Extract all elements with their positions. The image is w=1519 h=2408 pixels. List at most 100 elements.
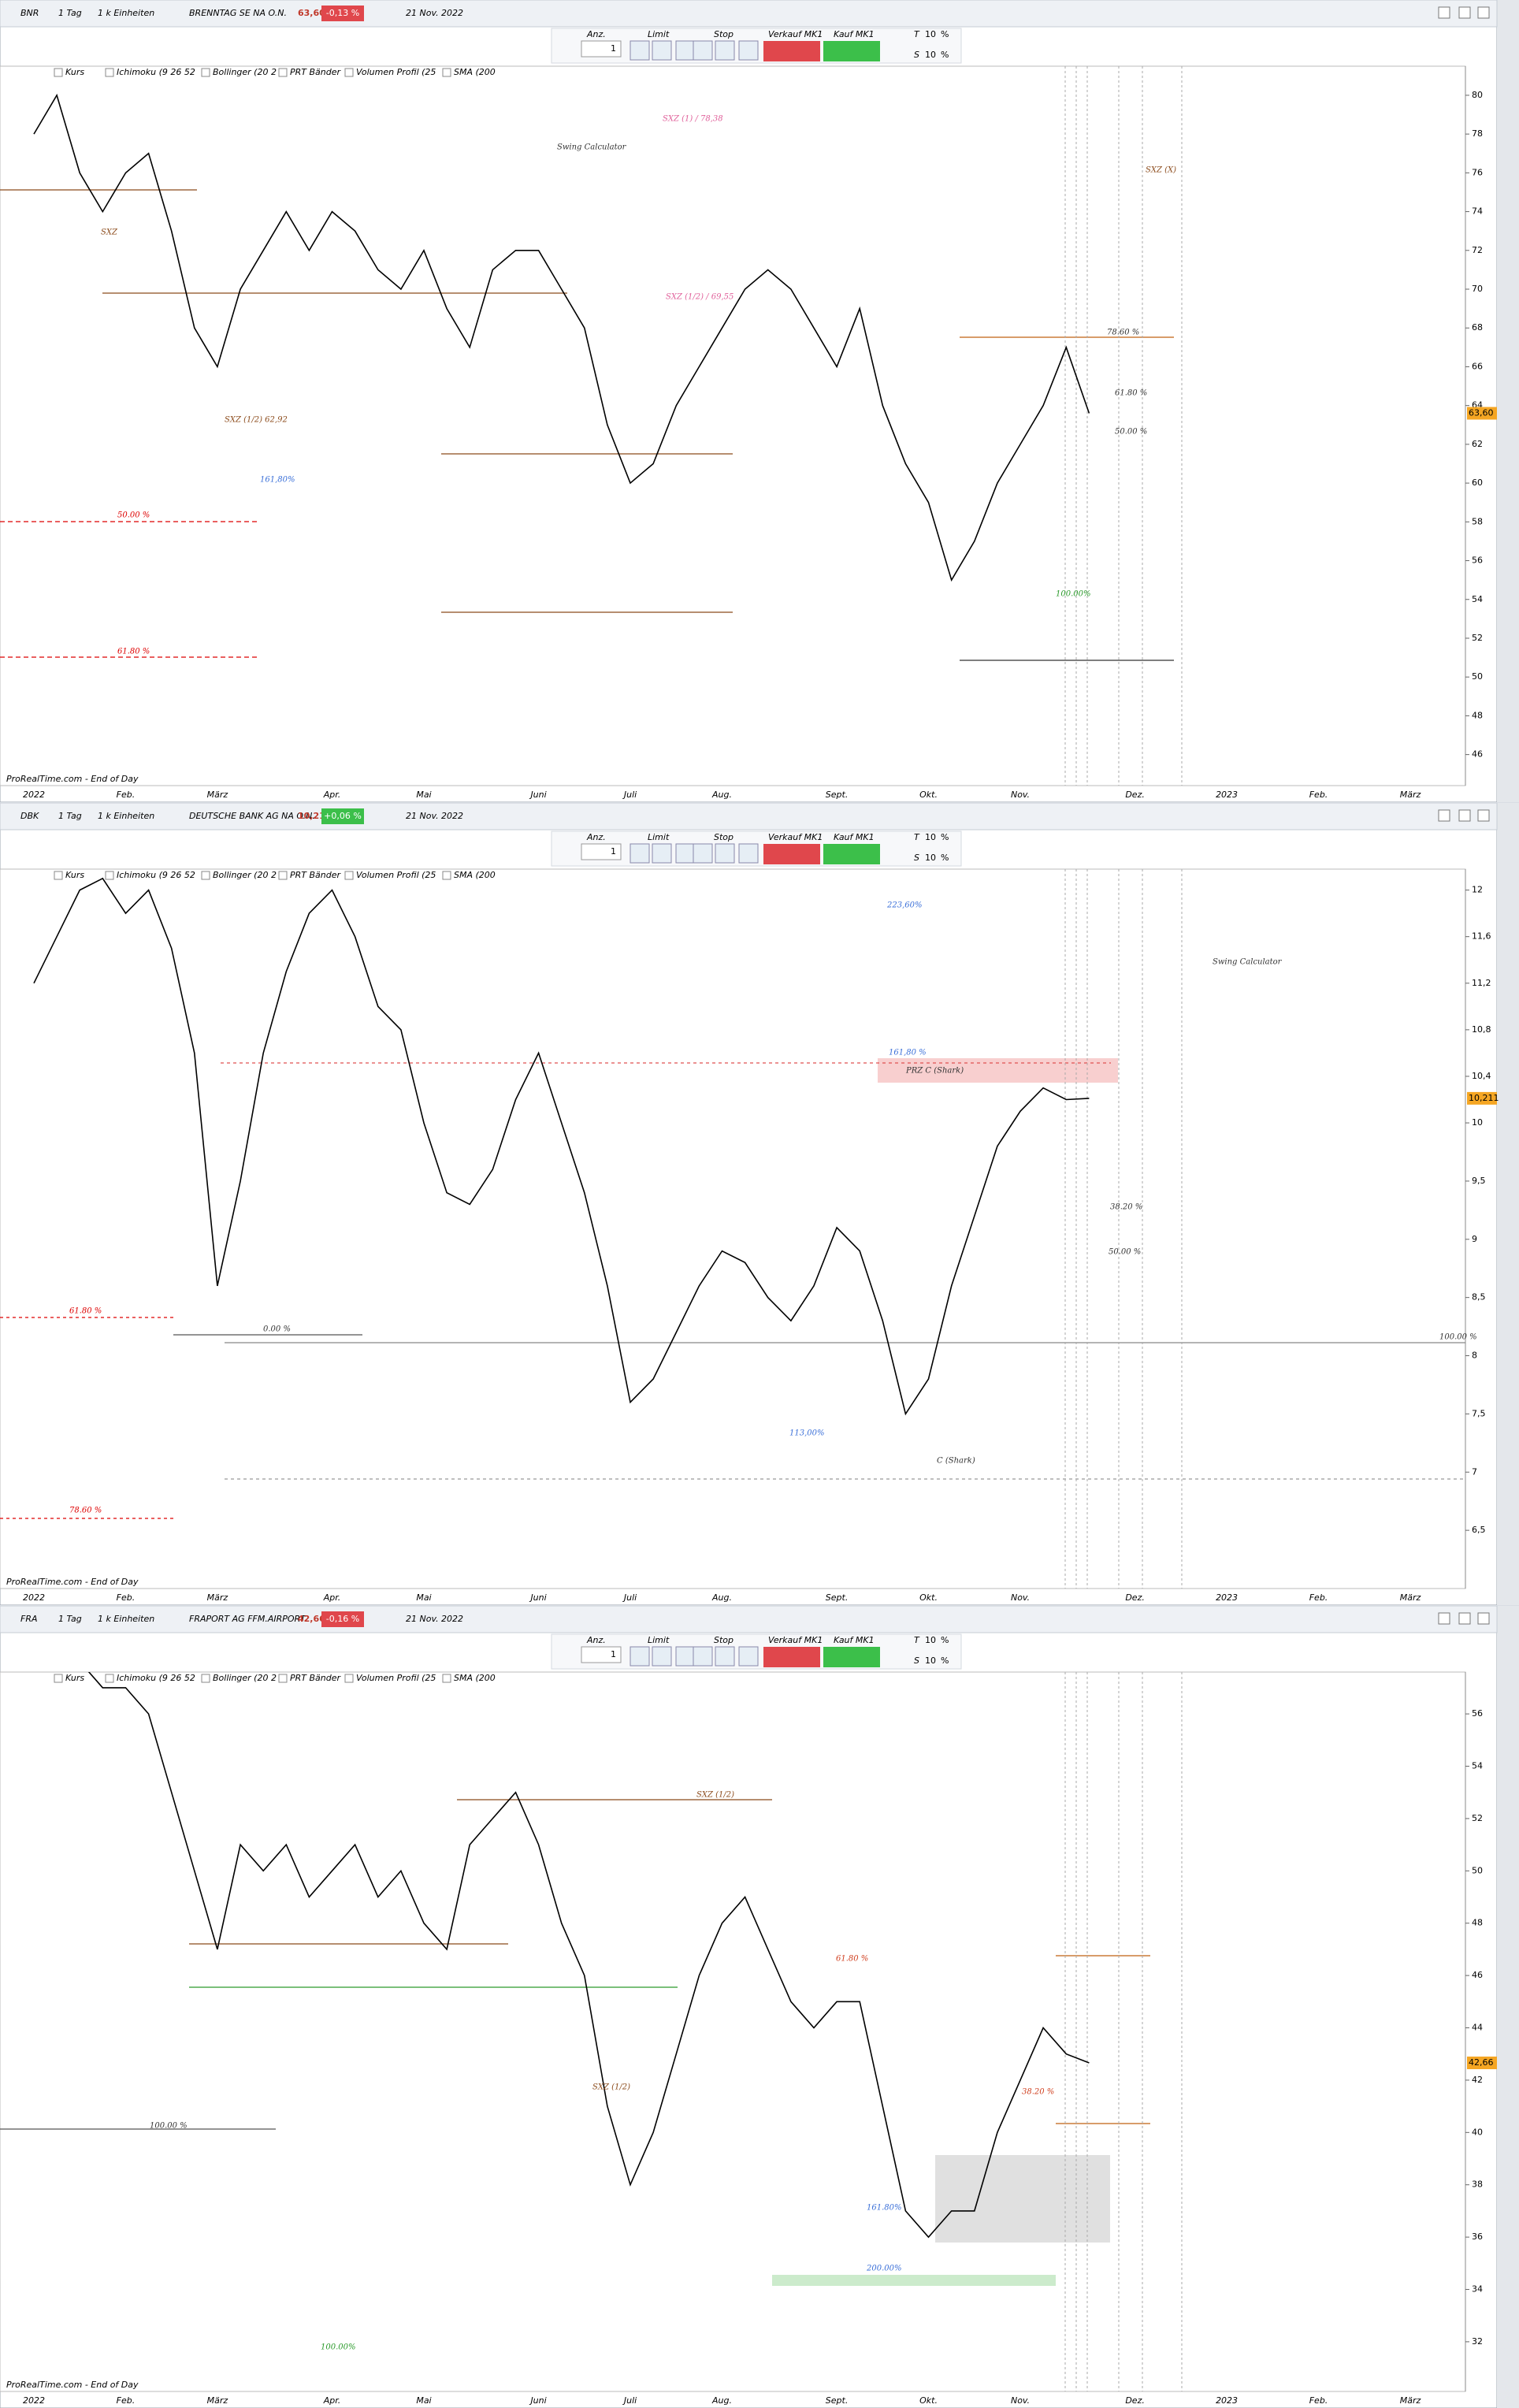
y-tick-label: 46 <box>1472 749 1483 760</box>
window-button[interactable] <box>1477 6 1490 19</box>
order-button[interactable] <box>630 843 650 864</box>
qty-input[interactable] <box>581 1646 622 1663</box>
window-button[interactable] <box>1438 6 1450 19</box>
units-selector[interactable]: 1 k Einheiten <box>98 8 154 18</box>
order-button[interactable] <box>738 843 759 864</box>
buy-button[interactable] <box>823 1647 880 1667</box>
x-tick-label: 2022 <box>23 1592 45 1603</box>
order-button[interactable] <box>652 40 672 61</box>
x-tick-label: Mai <box>416 1592 431 1603</box>
indicator-checkbox[interactable] <box>105 1674 114 1683</box>
order-button[interactable] <box>715 40 735 61</box>
indicator-label: SMA (200 <box>454 67 496 77</box>
indicator-checkbox[interactable] <box>105 68 114 77</box>
window-button[interactable] <box>1477 1612 1490 1625</box>
window-button[interactable] <box>1458 809 1471 822</box>
x-tick-label: Dez. <box>1125 2395 1145 2406</box>
indicator-checkbox[interactable] <box>344 871 354 880</box>
indicator-checkbox[interactable] <box>278 871 288 880</box>
sell-button[interactable] <box>763 41 820 61</box>
indicator-checkbox[interactable] <box>201 68 210 77</box>
annotation: 0.00 % <box>263 1325 291 1334</box>
window-button[interactable] <box>1438 809 1450 822</box>
period-selector[interactable]: 1 Tag <box>58 811 82 821</box>
plot-area <box>0 868 1466 1589</box>
pct-label: % <box>941 50 949 60</box>
y-tick-label: 7,5 <box>1472 1408 1486 1418</box>
annotation: 61.80 % <box>117 648 150 656</box>
x-tick-label: März <box>1400 2395 1421 2406</box>
indicator-checkbox[interactable] <box>278 1674 288 1683</box>
annotation: 161,80 % <box>889 1049 927 1057</box>
order-button[interactable] <box>675 40 696 61</box>
chart-panel: BNR 1 Tag 1 k Einheiten BRENNTAG SE NA O.N.… <box>0 0 1519 802</box>
order-button[interactable] <box>693 1646 713 1667</box>
x-tick-label: Aug. <box>711 790 732 800</box>
order-button[interactable] <box>630 40 650 61</box>
symbol-selector[interactable]: DBK <box>20 811 39 821</box>
annotation: SXZ (1/2) 62,92 <box>225 416 288 425</box>
annotation: SXZ (1/2) <box>592 2083 630 2092</box>
indicator-checkbox[interactable] <box>54 68 63 77</box>
window-button[interactable] <box>1458 6 1471 19</box>
symbol-selector[interactable]: FRA <box>20 1614 38 1624</box>
y-tick-label: 50 <box>1472 1865 1483 1875</box>
x-tick-label: Aug. <box>711 2395 732 2406</box>
x-tick-label: Juni <box>529 790 546 800</box>
annotation: 50.00 % <box>1109 1248 1141 1257</box>
units-selector[interactable]: 1 k Einheiten <box>98 1614 154 1624</box>
indicator-checkbox[interactable] <box>442 871 451 880</box>
indicator-label: Bollinger (20 2 <box>213 870 277 880</box>
window-button[interactable] <box>1477 809 1490 822</box>
y-tick-label: 42 <box>1472 2075 1483 2085</box>
period-selector[interactable]: 1 Tag <box>58 1614 82 1624</box>
sell-button[interactable] <box>763 844 820 864</box>
indicator-checkbox[interactable] <box>442 1674 451 1683</box>
order-button[interactable] <box>738 1646 759 1667</box>
y-tick-label: 56 <box>1472 1708 1483 1719</box>
order-button[interactable] <box>675 1646 696 1667</box>
annotation: C (Shark) <box>937 1457 975 1466</box>
indicator-label: SMA (200 <box>454 1673 496 1683</box>
sell-button[interactable] <box>763 1647 820 1667</box>
order-button[interactable] <box>715 843 735 864</box>
x-tick-label: 2022 <box>23 2395 45 2406</box>
title-bar <box>0 0 1498 28</box>
order-button[interactable] <box>693 843 713 864</box>
indicator-checkbox[interactable] <box>54 871 63 880</box>
annotation: 113,00% <box>789 1429 825 1438</box>
order-button[interactable] <box>693 40 713 61</box>
y-tick-label: 76 <box>1472 167 1483 177</box>
indicator-checkbox[interactable] <box>105 871 114 880</box>
indicator-checkbox[interactable] <box>201 1674 210 1683</box>
indicator-checkbox[interactable] <box>442 68 451 77</box>
qty-input[interactable] <box>581 40 622 58</box>
indicator-checkbox[interactable] <box>201 871 210 880</box>
indicator-checkbox[interactable] <box>278 68 288 77</box>
units-selector[interactable]: 1 k Einheiten <box>98 811 154 821</box>
period-selector[interactable]: 1 Tag <box>58 8 82 18</box>
annotation: 38.20 % <box>1022 2088 1054 2097</box>
order-button[interactable] <box>715 1646 735 1667</box>
y-tick-label: 70 <box>1472 284 1483 294</box>
order-button[interactable] <box>652 843 672 864</box>
price-line <box>87 1672 1090 2239</box>
indicator-checkbox[interactable] <box>344 68 354 77</box>
window-button[interactable] <box>1458 1612 1471 1625</box>
order-button[interactable] <box>738 40 759 61</box>
stop-label: Stop <box>714 29 734 39</box>
qty-input[interactable] <box>581 843 622 860</box>
scrollbar <box>1497 803 1519 1605</box>
window-button[interactable] <box>1438 1612 1450 1625</box>
indicator-checkbox[interactable] <box>54 1674 63 1683</box>
order-button[interactable] <box>652 1646 672 1667</box>
x-tick-label: Feb. <box>117 790 136 800</box>
buy-button[interactable] <box>823 41 880 61</box>
symbol-selector[interactable]: BNR <box>20 8 39 18</box>
buy-button[interactable] <box>823 844 880 864</box>
y-tick-label: 12 <box>1472 885 1483 895</box>
order-button[interactable] <box>675 843 696 864</box>
order-button[interactable] <box>630 1646 650 1667</box>
instrument-name: BRENNTAG SE NA O.N. <box>189 8 287 18</box>
indicator-checkbox[interactable] <box>344 1674 354 1683</box>
